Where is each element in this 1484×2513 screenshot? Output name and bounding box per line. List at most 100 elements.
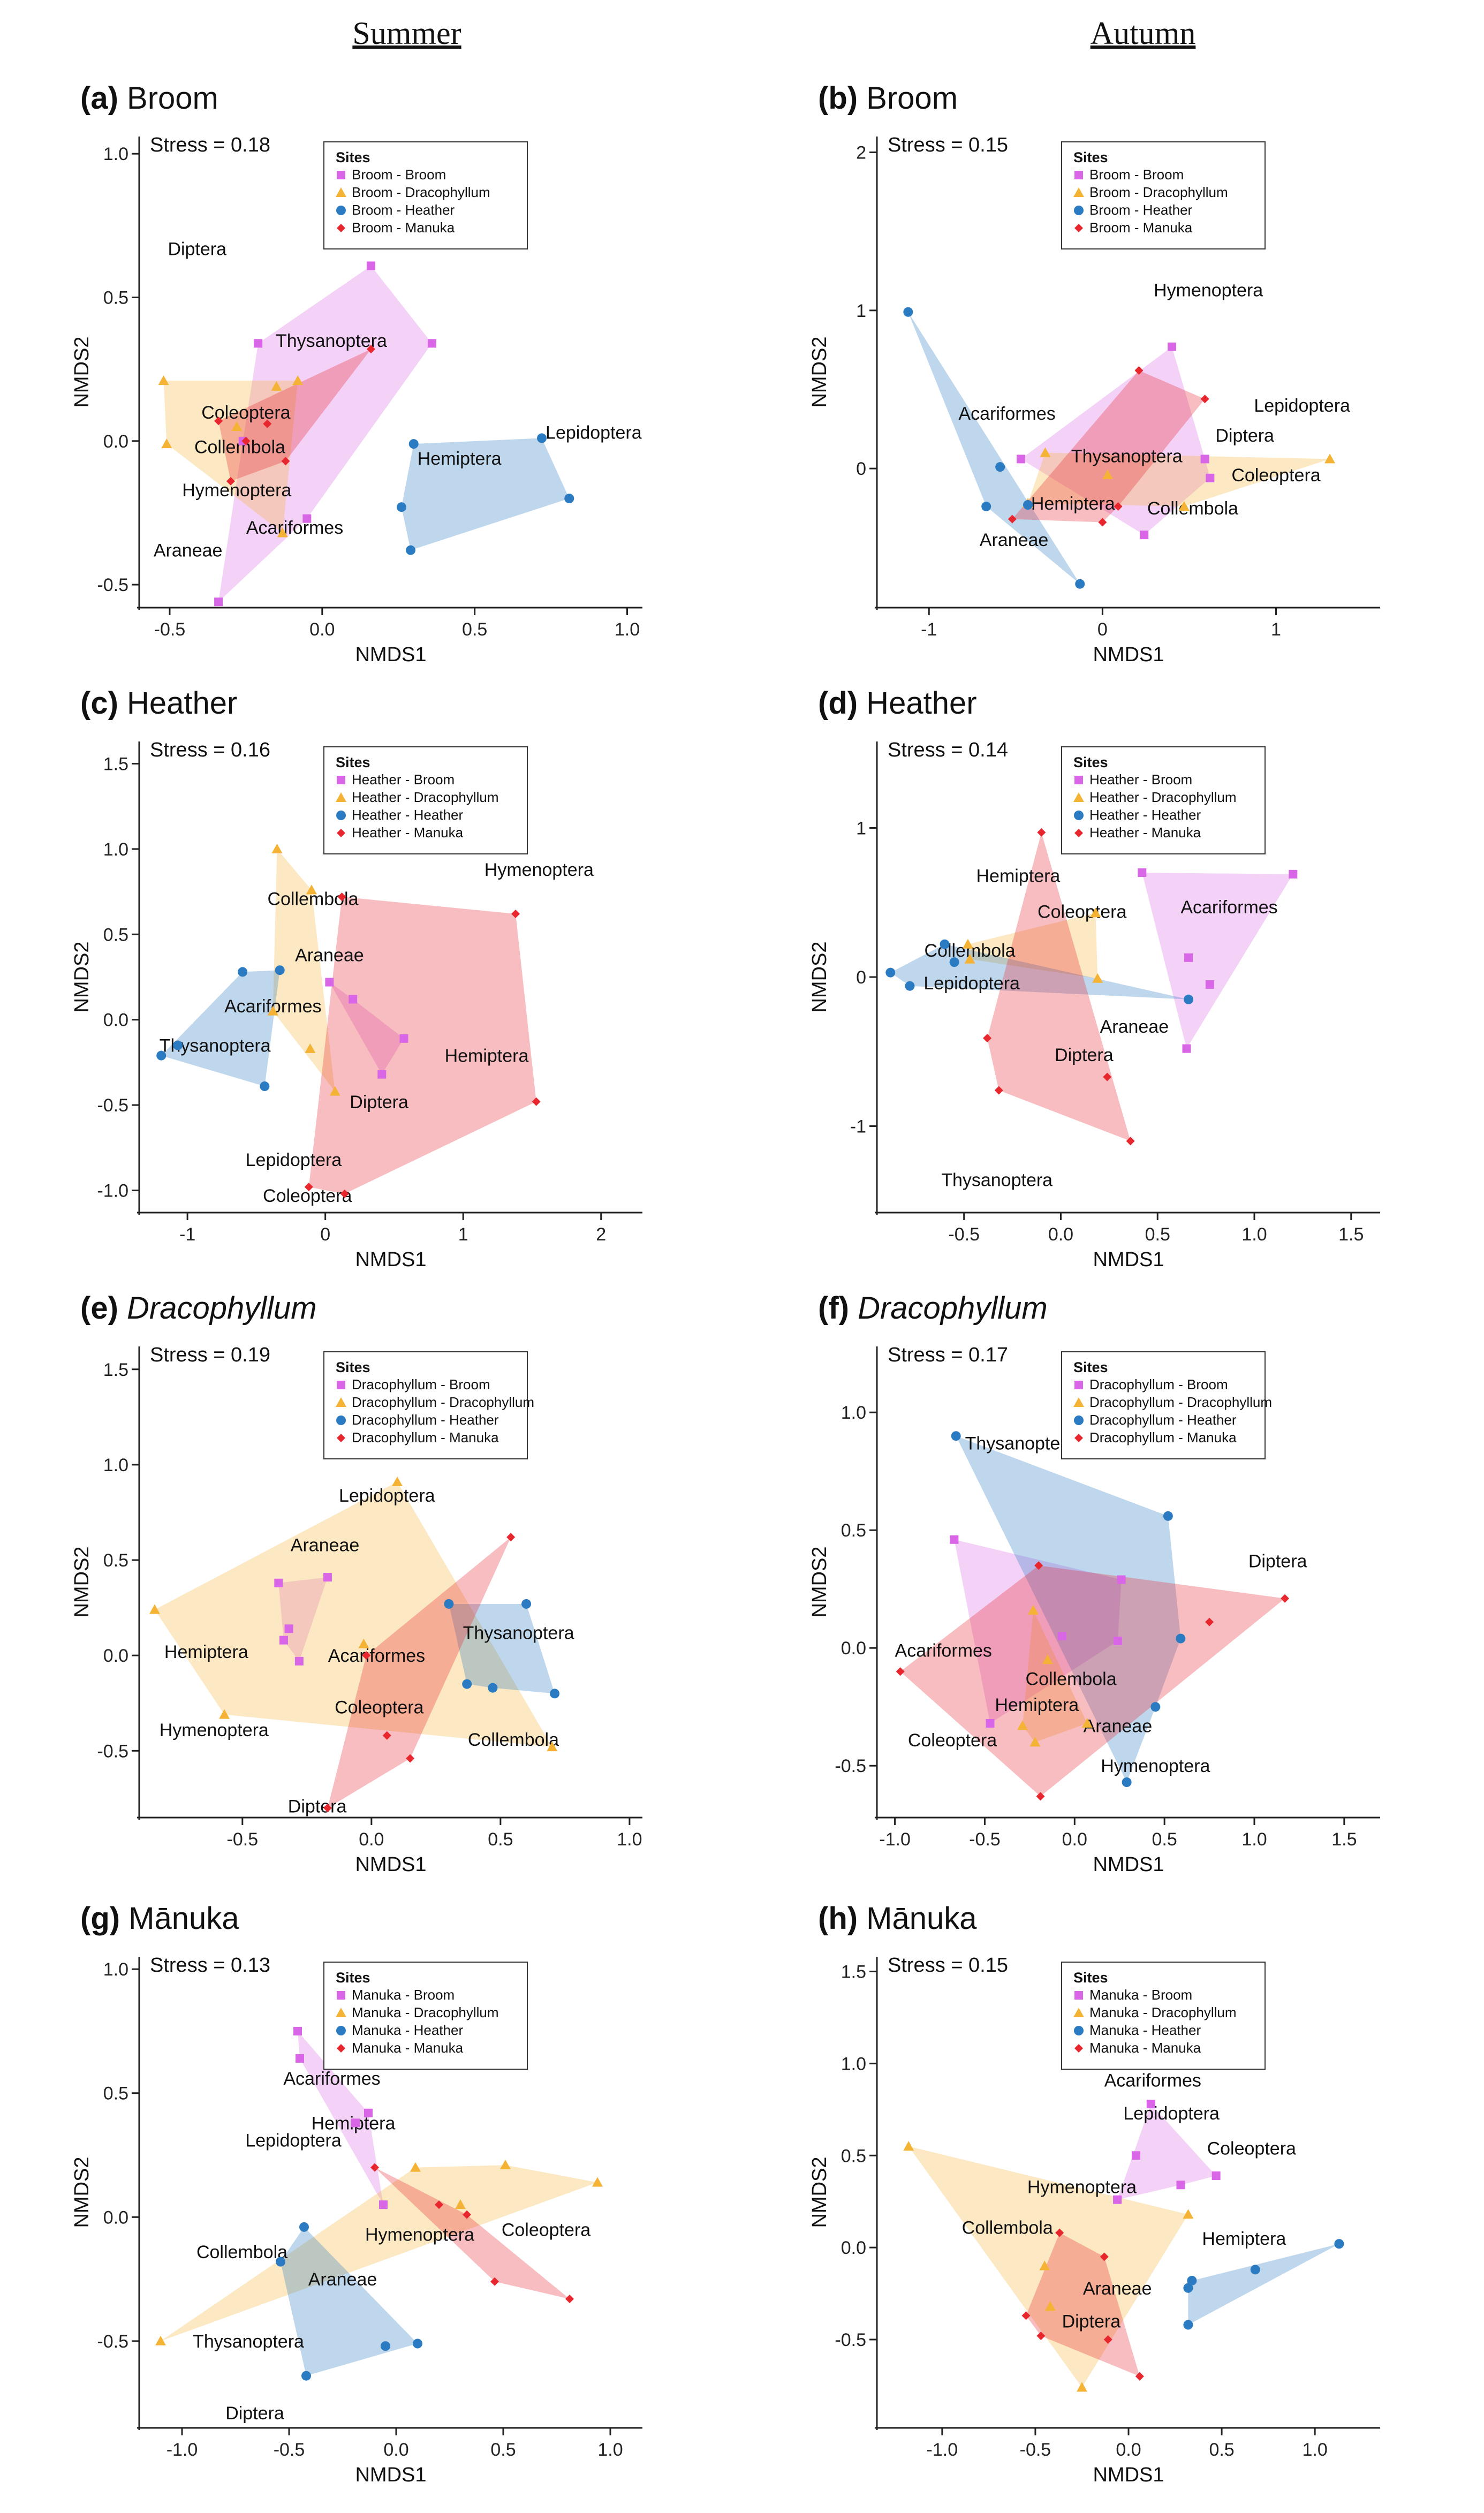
y-axis-label: NMDS2 <box>71 941 93 1012</box>
hull-layer <box>908 312 1330 584</box>
x-tick-label: -0.5 <box>274 2440 305 2460</box>
hull-layer <box>900 1436 1285 1797</box>
data-point <box>1200 395 1209 404</box>
data-point <box>1090 907 1101 918</box>
data-point <box>905 981 915 991</box>
x-tick-label: 0.0 <box>359 1829 384 1850</box>
legend-entry: Heather - Dracophyllum <box>1089 789 1237 805</box>
legend-marker <box>336 2026 346 2035</box>
legend-marker <box>336 811 346 820</box>
series-heather <box>156 965 285 1092</box>
data-point <box>284 1624 293 1633</box>
x-tick-label: 0.5 <box>1145 1224 1170 1245</box>
panel-title: (e) Dracophyllum <box>80 1290 317 1326</box>
hull-heather <box>1188 2244 1339 2325</box>
x-tick-label: 0.0 <box>309 619 335 640</box>
legend-entry: Dracophyllum - Heather <box>1089 1412 1237 1428</box>
data-point <box>1037 828 1046 837</box>
data-point <box>281 457 290 466</box>
legend-marker <box>1073 792 1084 802</box>
x-tick-label: 0.5 <box>462 619 487 640</box>
y-axis-label: NMDS2 <box>71 2156 93 2228</box>
legend-entry: Broom - Dracophyllum <box>1089 184 1228 200</box>
data-point <box>1126 1137 1135 1146</box>
hull-dracophyllum <box>272 849 335 1092</box>
data-point <box>950 1535 959 1544</box>
species-label: Coleoptera <box>201 403 290 423</box>
series-broom <box>325 978 408 1079</box>
data-point <box>377 1070 387 1079</box>
species-label: Hemiptera <box>164 1642 248 1662</box>
data-point <box>1017 1720 1028 1730</box>
legend-entry: Broom - Broom <box>352 166 446 183</box>
y-tick-label: 0.0 <box>103 2207 128 2228</box>
data-point <box>521 1599 532 1609</box>
data-point <box>500 2160 511 2170</box>
data-point <box>940 939 950 949</box>
series-dracophyllum <box>155 2160 603 2345</box>
data-point <box>149 1604 160 1614</box>
data-point <box>1184 953 1193 962</box>
data-point <box>1081 1718 1093 1728</box>
legend-entry: Heather - Heather <box>1089 807 1201 823</box>
data-point <box>1212 2171 1221 2181</box>
data-point <box>292 375 304 385</box>
nmds-panel-g: (g) Mānuka -1.0 -0.5 0.0 0.5 1.0 -0.5 0.0 0.5 1.0… <box>71 1901 680 2500</box>
data-point <box>463 2210 471 2219</box>
legend-marker <box>337 224 345 232</box>
data-point <box>241 436 251 445</box>
species-label: Thysanoptera <box>463 1623 574 1643</box>
data-point <box>885 967 896 978</box>
data-point <box>1206 473 1215 482</box>
data-point <box>279 1636 288 1645</box>
data-point <box>1021 2311 1031 2320</box>
legend-title: Sites <box>1073 754 1108 770</box>
data-point <box>1205 980 1214 989</box>
series-heather <box>276 2222 422 2381</box>
y-tick-label: 1.0 <box>103 839 128 860</box>
species-label: Acariformes <box>246 518 343 538</box>
legend-title: Sites <box>336 754 370 770</box>
data-point <box>1205 1617 1214 1626</box>
y-tick-label: 1 <box>856 819 866 839</box>
species-label: Acariformes <box>895 1641 992 1661</box>
stress-value: Stress = 0.14 <box>888 739 1008 761</box>
y-tick-label: 0.5 <box>841 1520 866 1541</box>
x-tick-label: 1.5 <box>1338 1224 1364 1245</box>
panel-host-name: Dracophyllum <box>849 1291 1048 1326</box>
legend-title: Sites <box>336 1359 370 1375</box>
hull-manuka <box>1012 370 1205 523</box>
x-tick-label: 1.0 <box>617 1829 642 1850</box>
panel-host-name: Dracophyllum <box>118 1291 317 1326</box>
data-point <box>435 2200 443 2209</box>
legend-box <box>323 1351 528 1459</box>
data-point <box>949 957 959 967</box>
data-point <box>337 892 346 902</box>
species-label: Lepidoptera <box>1254 396 1350 416</box>
panel-host-name: Heather <box>118 686 238 721</box>
panel-letter: (d) <box>818 686 858 721</box>
species-label: Diptera <box>350 1092 408 1112</box>
species-label: Hymenoptera <box>1101 1756 1210 1776</box>
data-point <box>1098 518 1107 527</box>
data-point <box>981 502 991 512</box>
data-point <box>293 2026 302 2035</box>
x-tick-label: 0.0 <box>1062 1829 1087 1850</box>
species-label: Diptera <box>225 2403 284 2424</box>
data-point <box>302 514 312 523</box>
data-point <box>1250 2265 1260 2275</box>
data-point <box>1117 1575 1126 1584</box>
y-axis-label: NMDS2 <box>808 336 831 407</box>
data-point <box>532 1097 541 1106</box>
x-tick-label: 1.0 <box>1241 1829 1267 1850</box>
data-point <box>1076 2382 1087 2392</box>
series-manuka <box>1008 366 1209 527</box>
species-label: Coleoptera <box>1231 465 1320 486</box>
x-tick-label: 1 <box>1271 619 1281 640</box>
x-tick-label: -1 <box>179 1224 195 1245</box>
data-point <box>1029 1737 1041 1747</box>
legend-box <box>1061 141 1266 249</box>
data-point <box>1055 2228 1064 2237</box>
species-label: Thysanoptera <box>941 1170 1053 1191</box>
